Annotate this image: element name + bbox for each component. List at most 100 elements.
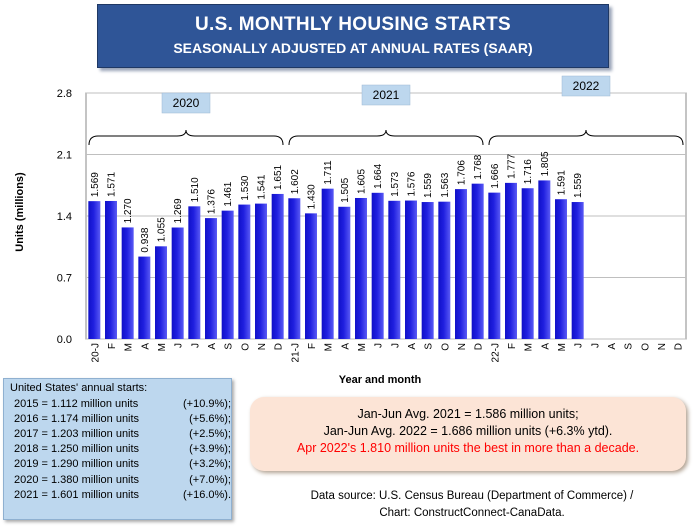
data-label: 1.706 bbox=[457, 160, 468, 185]
year-brace bbox=[88, 129, 284, 146]
source-note: Data source: U.S. Census Bureau (Departm… bbox=[252, 488, 692, 522]
y-axis-label: Units (millions) bbox=[14, 172, 26, 252]
data-label: 1.711 bbox=[323, 160, 334, 185]
x-tick-label: M bbox=[157, 343, 168, 351]
data-label: 1.505 bbox=[340, 177, 351, 202]
bar bbox=[321, 188, 334, 339]
x-tick-label: O bbox=[240, 343, 251, 351]
data-label: 1.666 bbox=[490, 163, 501, 188]
bar bbox=[255, 203, 267, 339]
bar bbox=[305, 213, 317, 339]
year-label: 2021 bbox=[373, 88, 400, 102]
data-label: 1.605 bbox=[357, 169, 368, 194]
annual-row: 2017 = 1.203 million units (+2.5%); bbox=[4, 426, 231, 441]
x-tick-label: S bbox=[624, 343, 635, 350]
x-tick-label: J bbox=[174, 343, 185, 348]
x-tick-label: D bbox=[474, 343, 485, 350]
data-label: 1.591 bbox=[557, 170, 568, 195]
y-tick-label: 2.1 bbox=[57, 150, 72, 162]
x-tick-label: J bbox=[574, 343, 585, 348]
x-tick-label: O bbox=[640, 343, 651, 351]
bar bbox=[288, 198, 301, 339]
annual-row-text: 2018 = 1.250 million units bbox=[14, 443, 140, 456]
x-tick-label: F bbox=[307, 343, 318, 349]
source-line: Data source: U.S. Census Bureau (Departm… bbox=[310, 490, 634, 502]
data-label: 1.376 bbox=[207, 189, 218, 214]
bar bbox=[238, 204, 251, 339]
y-tick-label: 1.4 bbox=[57, 211, 72, 223]
x-tick-label: F bbox=[507, 343, 518, 349]
chart-subtitle: SEASONALLY ADJUSTED AT ANNUAL RATES (SAA… bbox=[173, 40, 533, 56]
x-tick-label: N bbox=[257, 343, 268, 350]
data-label: 1.269 bbox=[173, 198, 184, 223]
year-label: 2020 bbox=[173, 96, 200, 110]
bar bbox=[555, 199, 567, 339]
x-tick-label: D bbox=[674, 343, 685, 350]
annual-row-pct: (+5.6%); bbox=[189, 412, 231, 425]
x-tick-label: S bbox=[424, 343, 435, 350]
x-tick-label: A bbox=[207, 343, 218, 350]
data-label: 1.571 bbox=[107, 172, 118, 197]
annual-row: 2016 = 1.174 million units (+5.6%); bbox=[4, 411, 231, 426]
x-tick-label: A bbox=[607, 343, 618, 350]
bar bbox=[471, 183, 484, 339]
housing-starts-chart: 0.0 0.7 1.4 2.1 2.8 1.569 20-J 1.571 F 1.270 M 0.93… bbox=[57, 75, 687, 362]
x-tick-label: M bbox=[357, 343, 368, 351]
bar bbox=[405, 200, 417, 339]
bar bbox=[271, 193, 284, 339]
annual-row: 2019 = 1.290 million units (+3.2%); bbox=[4, 457, 231, 472]
x-tick-label: A bbox=[540, 343, 551, 350]
annual-row-pct: (+3.9%); bbox=[189, 443, 231, 456]
bar bbox=[155, 246, 167, 339]
annual-row: 2015 = 1.112 million units (+10.9%); bbox=[4, 396, 231, 411]
y-tick-label: 2.8 bbox=[57, 88, 72, 100]
bar bbox=[571, 202, 584, 339]
x-tick-label: A bbox=[140, 343, 151, 350]
annual-row: 2018 = 1.250 million units (+3.9%); bbox=[4, 442, 231, 457]
x-tick-label: S bbox=[224, 343, 235, 350]
annual-row-text: 2015 = 1.112 million units bbox=[14, 397, 139, 410]
avg-2022-text: Jan-Jun Avg. 2022 = 1.686 million units … bbox=[323, 424, 613, 438]
year-label: 2022 bbox=[573, 79, 600, 93]
data-label: 1.664 bbox=[373, 163, 384, 188]
annual-row: 2020 = 1.380 million units (+7.0%); bbox=[4, 472, 231, 487]
x-tick-label: D bbox=[274, 343, 285, 350]
year-brace bbox=[288, 129, 484, 146]
chart-title: U.S. MONTHLY HOUSING STARTS bbox=[195, 14, 511, 35]
credit-line: Chart: ConstructConnect-CanaData. bbox=[379, 507, 565, 519]
data-label: 1.805 bbox=[540, 151, 551, 176]
bar bbox=[138, 256, 151, 339]
annual-starts-title: United States' annual starts: bbox=[10, 382, 148, 394]
year-label-box bbox=[561, 75, 611, 97]
chart-title-box: U.S. MONTHLY HOUSING STARTS SEASONALLY A… bbox=[97, 4, 609, 68]
annual-row-text: 2016 = 1.174 million units bbox=[14, 412, 140, 425]
bar bbox=[505, 182, 517, 339]
bar bbox=[388, 200, 401, 339]
year-brace bbox=[488, 129, 684, 146]
bar bbox=[371, 192, 384, 339]
data-label: 1.559 bbox=[573, 173, 584, 198]
x-tick-label: 22-J bbox=[490, 343, 501, 362]
data-label: 1.055 bbox=[157, 217, 168, 242]
annual-row-pct: (+3.2%); bbox=[189, 458, 231, 471]
bar bbox=[455, 189, 467, 339]
data-label: 1.430 bbox=[307, 184, 318, 209]
data-label: 1.777 bbox=[507, 153, 518, 178]
bar bbox=[438, 201, 451, 339]
x-tick-label: O bbox=[440, 343, 451, 351]
bar bbox=[121, 227, 134, 339]
data-label: 1.461 bbox=[223, 181, 234, 206]
data-label: 1.576 bbox=[407, 171, 418, 196]
bar bbox=[105, 200, 117, 339]
x-tick-label: M bbox=[324, 343, 335, 351]
bar bbox=[171, 227, 184, 339]
data-label: 1.768 bbox=[473, 154, 484, 179]
averages-callout: Jan-Jun Avg. 2021 = 1.586 million units;… bbox=[250, 397, 686, 471]
data-label: 1.602 bbox=[290, 169, 301, 194]
data-label: 0.938 bbox=[140, 227, 151, 252]
data-label: 1.559 bbox=[423, 173, 434, 198]
bar bbox=[205, 218, 217, 339]
bar bbox=[355, 197, 367, 339]
bar bbox=[188, 206, 201, 339]
data-label: 1.541 bbox=[257, 174, 268, 199]
